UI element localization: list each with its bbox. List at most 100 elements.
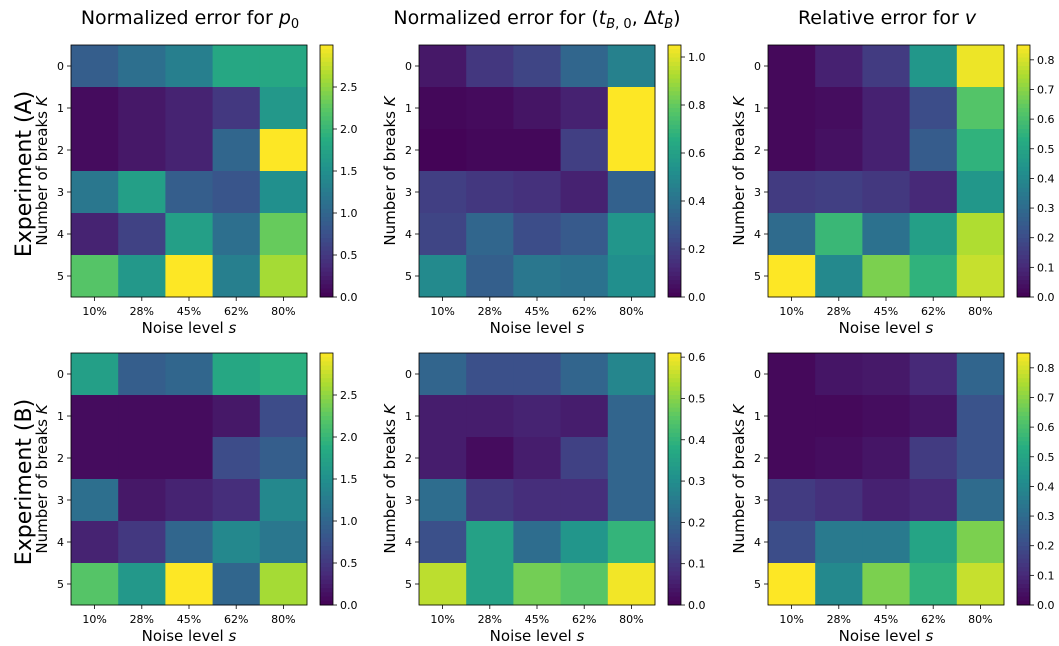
colorbar-segment (320, 133, 333, 138)
heatmap-cell (259, 171, 308, 214)
colorbar-segment (1017, 483, 1030, 488)
colorbar-segment (320, 588, 333, 593)
colorbar-frame (1016, 352, 1031, 606)
colorbar-tick-label: 0.1 (1037, 569, 1055, 582)
colorbar-segment (668, 246, 681, 252)
heatmap-cell (560, 563, 609, 606)
heatmap-cell (419, 129, 467, 172)
colorbar-segment (320, 95, 333, 101)
colorbar-tick-label: 0.4 (1037, 480, 1055, 493)
heatmap-cell (513, 129, 561, 172)
heatmap-cell (768, 479, 816, 522)
colorbar-segment (1017, 87, 1030, 92)
colorbar-segment (1017, 271, 1030, 277)
colorbar-segment (668, 133, 681, 138)
colorbar-segment (668, 242, 681, 248)
colorbar-segment (668, 407, 681, 413)
colorbar-segment (320, 512, 333, 518)
colorbar-segment (668, 466, 681, 472)
heatmap-cell (815, 213, 863, 256)
colorbar-segment (668, 150, 681, 155)
colorbar-segment (1017, 554, 1030, 560)
colorbar-segment (1017, 103, 1030, 109)
y-tick-label: 3 (57, 186, 64, 199)
y-tick-label: 4 (57, 228, 64, 241)
heatmap-cell (118, 479, 166, 522)
colorbar-segment (320, 267, 333, 273)
colorbar-segment (668, 374, 681, 379)
x-axis-label: Noise level s (142, 319, 237, 337)
heatmap-cell (560, 171, 609, 214)
colorbar-tick-label: 1.0 (340, 515, 358, 528)
colorbar-segment (668, 166, 681, 172)
colorbar-segment (668, 91, 681, 96)
colorbar-segment (668, 592, 681, 598)
y-tick-label: 3 (405, 494, 412, 507)
colorbar-tick-label: 2.5 (340, 81, 358, 94)
colorbar-segment (668, 61, 681, 67)
colorbar-segment (320, 271, 333, 277)
panel-title-p0: Normalized error for p0 (81, 7, 299, 32)
colorbar-segment (320, 521, 333, 526)
heatmap-cell (607, 171, 656, 214)
colorbar-segment (1017, 70, 1030, 75)
y-tick-label: 2 (57, 452, 64, 465)
y-tick-label: 3 (754, 494, 761, 507)
colorbar-segment (320, 546, 333, 551)
colorbar-tick-label: 1.5 (340, 473, 358, 486)
y-tick-label: 4 (57, 536, 64, 549)
heatmap-cell (607, 87, 656, 130)
colorbar-segment (1017, 288, 1030, 294)
colorbar-segment (668, 208, 681, 214)
colorbar-segment (1017, 378, 1030, 383)
colorbar-segment (320, 558, 333, 564)
colorbar-segment (320, 108, 333, 113)
heatmap-panel-5: 0 1 2 3 4 5 10% 28% 45% 62% 80% Noise level s Number… (381, 351, 706, 645)
colorbar-segment (320, 166, 333, 172)
colorbar-segment (1017, 158, 1030, 164)
colorbar-segment (320, 399, 333, 404)
colorbar-segment (1017, 53, 1030, 59)
colorbar-segment (668, 428, 681, 434)
colorbar-segment (1017, 462, 1030, 467)
x-tick-label: 28% (827, 613, 851, 626)
colorbar-tick-label: 0.6 (1037, 421, 1055, 434)
heatmap-cell (419, 353, 467, 396)
heatmap-cell (862, 87, 910, 130)
x-tick-label: 45% (177, 305, 201, 318)
y-axis-label: Number of breaks K (730, 95, 748, 245)
colorbar-segment (320, 550, 333, 556)
colorbar-segment (668, 129, 681, 134)
heatmap-cell (862, 255, 910, 298)
colorbar-segment (320, 150, 333, 155)
y-tick-label: 0 (57, 60, 64, 73)
heatmap-cell (259, 45, 308, 88)
y-tick-label: 2 (754, 452, 761, 465)
colorbar-segment (668, 453, 681, 459)
x-tick-label: 28% (130, 305, 154, 318)
heatmap-cell (259, 353, 308, 396)
colorbar-segment (1017, 171, 1030, 176)
heatmap-cell (909, 353, 958, 396)
colorbar-segment (1017, 292, 1030, 298)
colorbar-tick-label: 2.5 (340, 389, 358, 402)
heatmap-cell (956, 395, 1005, 438)
colorbar-segment (320, 571, 333, 577)
heatmap-cell (909, 87, 958, 130)
colorbar-segment (320, 238, 333, 243)
colorbar-segment (320, 479, 333, 484)
heatmap-cell (212, 563, 261, 606)
colorbar-segment (668, 504, 681, 509)
heatmap-cell (607, 479, 656, 522)
colorbar-segment (1017, 221, 1030, 227)
colorbar-segment (1017, 192, 1030, 197)
heatmap-panel-3: 0 1 2 3 4 5 10% 28% 45% 62% 80% Noise level s Number… (730, 44, 1055, 337)
x-tick-label: 62% (572, 613, 596, 626)
heatmap-cell (909, 437, 958, 480)
colorbar-segment (1017, 259, 1030, 264)
heatmap-cell (862, 521, 910, 564)
colorbar-segment (1017, 416, 1030, 421)
colorbar-segment (668, 276, 681, 281)
x-tick-label: 62% (572, 305, 596, 318)
y-axis-label: Number of breaks K (381, 403, 399, 553)
